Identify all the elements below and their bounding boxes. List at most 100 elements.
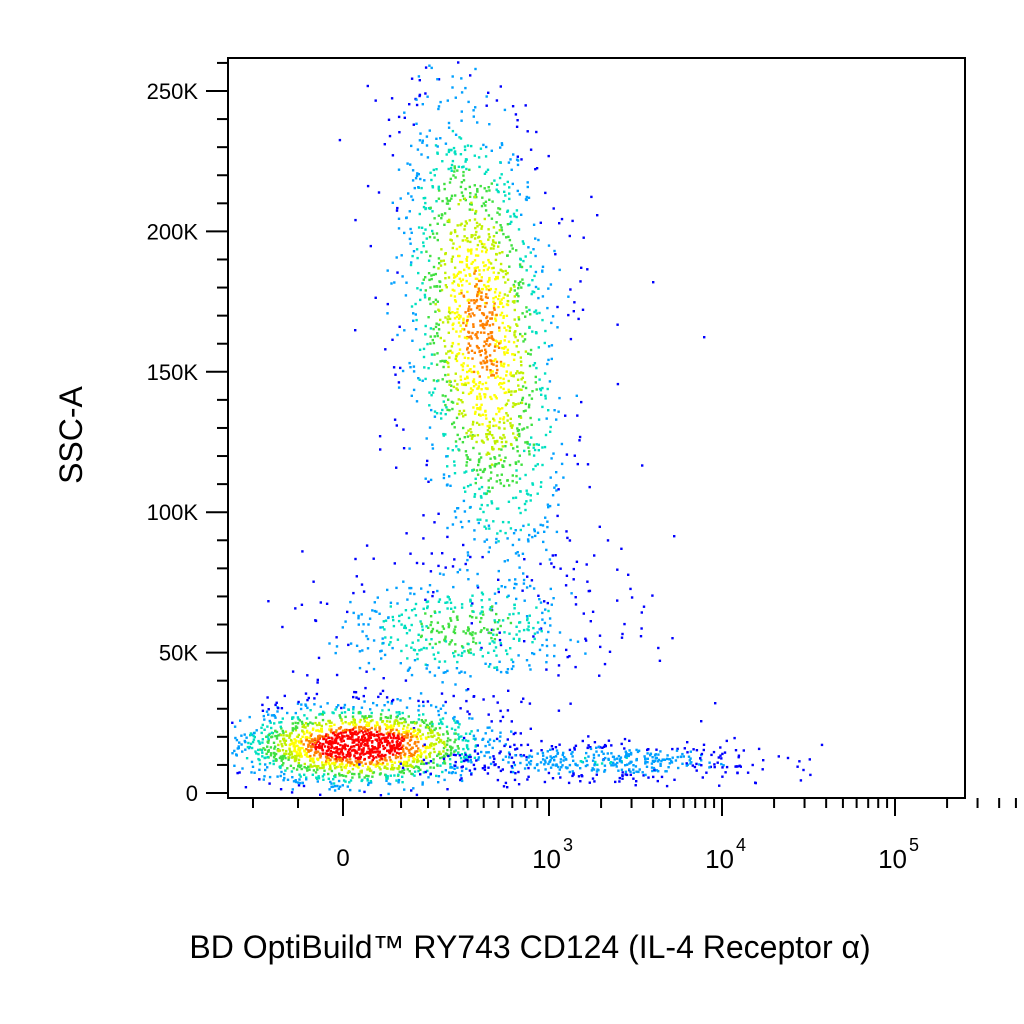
event-dot [647, 748, 650, 751]
event-dot [657, 753, 660, 756]
event-dot [442, 432, 445, 436]
event-dot [397, 781, 400, 784]
event-dot [621, 771, 624, 774]
event-dot [446, 535, 449, 539]
event-dot [431, 391, 435, 394]
event-dot [480, 591, 484, 594]
event-dot [447, 126, 451, 129]
event-dot [327, 741, 330, 744]
event-dot [500, 362, 503, 365]
event-dot [465, 431, 468, 435]
event-dot [465, 222, 468, 225]
event-dot [417, 770, 420, 773]
event-dot [623, 622, 626, 626]
event-dot [297, 746, 301, 749]
event-dot [484, 348, 487, 351]
event-dot [353, 690, 356, 694]
event-dot [496, 532, 499, 535]
event-dot [572, 759, 575, 762]
event-dot [504, 649, 508, 652]
event-dot [310, 744, 313, 748]
event-dot [429, 570, 433, 573]
event-dot [340, 740, 343, 743]
event-dot [455, 315, 459, 319]
event-dot [512, 532, 516, 535]
event-dot [460, 222, 463, 225]
event-dot [477, 521, 480, 525]
event-dot [330, 785, 333, 789]
event-dot [476, 266, 480, 269]
x-tick-label: 0 [336, 845, 349, 872]
event-dot [534, 375, 537, 379]
event-dot [363, 757, 366, 761]
event-dot [297, 717, 300, 721]
event-dot [526, 185, 529, 189]
event-dot [441, 378, 444, 381]
event-dot [559, 758, 563, 761]
event-dot [334, 738, 337, 741]
event-dot [389, 641, 392, 644]
event-dot [343, 746, 346, 749]
event-dot [498, 229, 501, 232]
event-dot [502, 316, 505, 319]
event-dot [461, 239, 464, 242]
event-dot [425, 135, 429, 138]
event-dot [530, 755, 534, 758]
event-dot [488, 276, 491, 280]
event-dot [408, 103, 411, 106]
event-dot [476, 473, 480, 476]
event-dot [466, 688, 470, 691]
event-dot [424, 663, 427, 666]
event-dot [454, 760, 457, 764]
event-dot [545, 638, 548, 642]
event-dot [277, 734, 280, 737]
event-dot [363, 720, 366, 723]
event-dot [327, 748, 330, 751]
event-dot [281, 764, 284, 767]
event-dot [422, 771, 426, 774]
event-dot [482, 698, 485, 701]
event-dot [259, 748, 262, 751]
event-dot [448, 758, 452, 761]
event-dot [403, 231, 406, 235]
event-dot [467, 351, 470, 354]
event-dot [250, 746, 254, 750]
event-dot [489, 477, 492, 480]
event-dot [671, 747, 674, 751]
event-dot [516, 433, 520, 436]
event-dot [333, 758, 336, 761]
event-dot [466, 299, 469, 302]
event-dot [544, 516, 547, 519]
event-dot [365, 728, 368, 731]
event-dot [378, 743, 382, 747]
event-dot [506, 210, 509, 213]
event-dot [477, 459, 481, 462]
event-dot [322, 773, 326, 776]
event-dot [487, 740, 490, 743]
event-dot [479, 408, 482, 411]
event-dot [521, 371, 525, 375]
event-dot [454, 738, 457, 741]
event-dot [510, 720, 513, 723]
event-dot [313, 697, 316, 700]
event-dot [411, 179, 415, 182]
event-dot [516, 339, 519, 342]
event-dot [612, 764, 615, 767]
event-dot [396, 602, 399, 605]
event-dot [482, 359, 485, 363]
event-dot [426, 156, 430, 159]
event-dot [372, 701, 375, 705]
event-dot [444, 671, 447, 674]
event-dot [520, 754, 523, 758]
event-dot [607, 739, 611, 742]
event-dot [480, 610, 483, 613]
event-dot [235, 753, 238, 756]
event-dot [438, 660, 441, 663]
event-dot [490, 628, 494, 631]
event-dot [492, 359, 495, 363]
event-dot [399, 752, 403, 755]
event-dot [573, 748, 576, 751]
event-dot [499, 340, 502, 343]
event-dot [420, 226, 424, 229]
event-dot [460, 382, 464, 386]
